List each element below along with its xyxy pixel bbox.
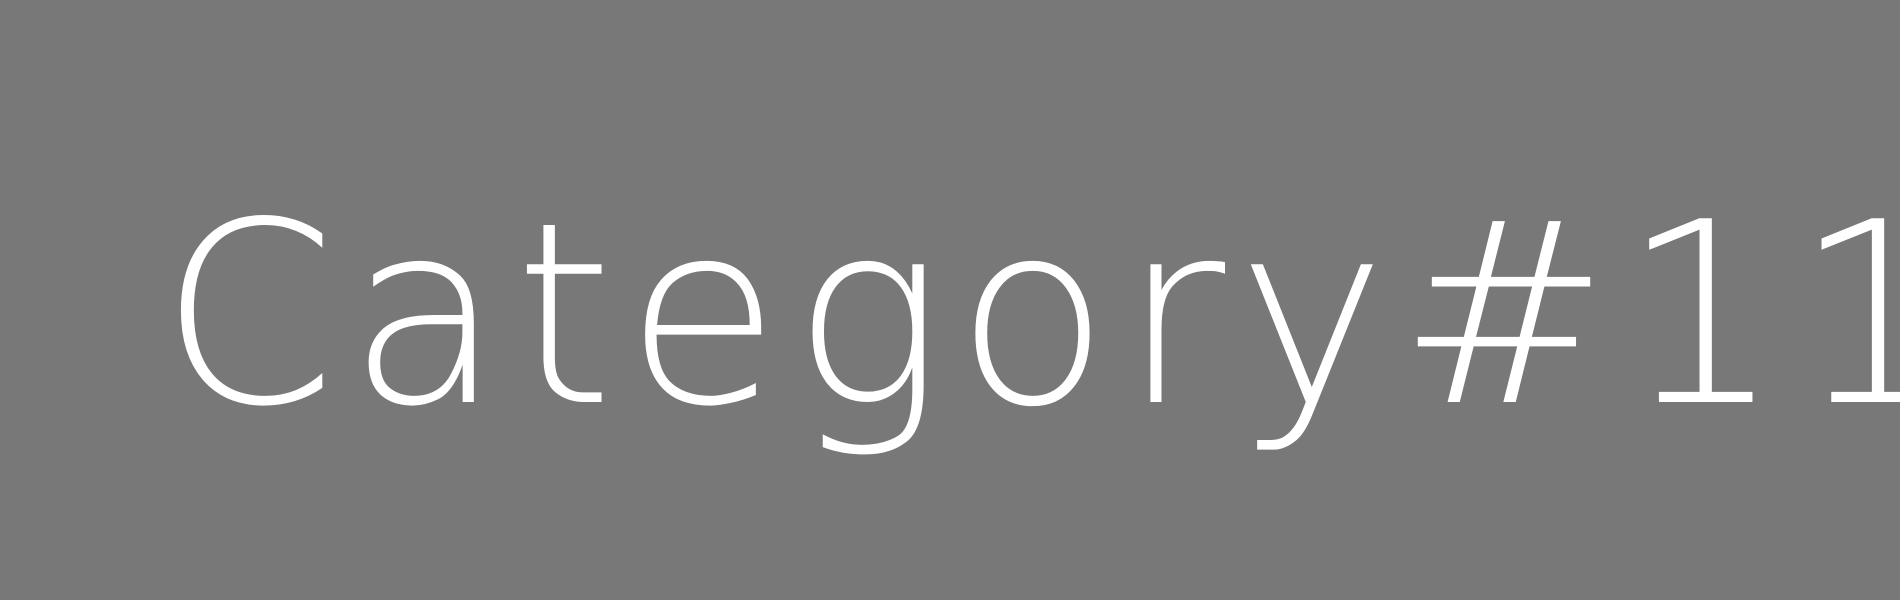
category-label: Category#11	[160, 169, 1900, 462]
